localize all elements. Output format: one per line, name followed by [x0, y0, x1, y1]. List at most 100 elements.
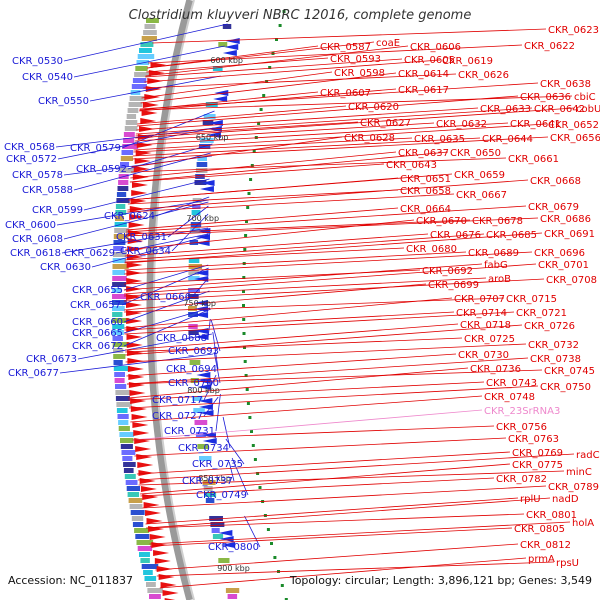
gene-block [149, 594, 161, 599]
right-gene-label: aroB [488, 274, 511, 285]
gene-block [112, 342, 129, 347]
right-gene-label: CKR_0696 [534, 248, 585, 259]
right-gene-label: CKR_0686 [540, 214, 591, 225]
forward-gene-arrow [128, 222, 145, 228]
gene-block [188, 276, 200, 281]
left-leader-line [55, 127, 215, 148]
right-gene-label: radC [576, 450, 600, 461]
reverse-gene-arrow [219, 536, 234, 542]
right-gene-label: CKR_0650 [450, 148, 501, 159]
kbp-label: 850 kbp [198, 474, 231, 483]
right-leader-line [127, 179, 529, 211]
map-title: Clostridium kluyveri NBRC 12016, complet… [128, 8, 472, 23]
left-gene-label: CKR_0655 [72, 285, 123, 296]
right-gene-label: CKR_0664 [400, 204, 451, 215]
right-leader-line [130, 151, 397, 179]
gene-block [189, 360, 201, 365]
right-leader-line [128, 367, 469, 399]
gene-block [119, 168, 137, 173]
gene-block [127, 492, 140, 497]
left-gene-label: CKR_0737 [182, 476, 233, 487]
forward-gene-arrow [135, 446, 152, 452]
right-gene-label: CKR_0730 [458, 350, 509, 361]
right-gene-label: CKR_0606 [410, 42, 461, 53]
reverse-gene-arrow [198, 398, 213, 404]
gene-block [210, 522, 225, 527]
left-gene-label: CKR_0579 [70, 143, 121, 154]
gene-block [112, 300, 127, 305]
gene-block [118, 180, 129, 185]
right-leader-line [125, 217, 539, 237]
forward-gene-arrow [127, 238, 144, 244]
right-gene-label: CKR_0642 [534, 104, 585, 115]
gene-block [115, 204, 126, 209]
gene-block [139, 48, 152, 53]
right-leader-line [123, 278, 545, 302]
gene-block [143, 570, 153, 575]
right-gene-label: CKR_0656 [550, 133, 600, 144]
tick-dot [266, 528, 270, 531]
right-gene-label: CKR_0658 [400, 186, 451, 197]
right-leader-line [136, 107, 479, 131]
right-leader-line [124, 311, 515, 335]
tick-dot [258, 486, 262, 489]
reverse-gene-arrow [224, 44, 239, 50]
gene-block [194, 420, 208, 425]
forward-gene-arrow [153, 550, 170, 556]
left-gene-labels: CKR_0530 CKR_0540 CKR_0550 CKR_0568 CKR_0579… [4, 56, 259, 553]
gene-block [112, 282, 127, 287]
left-gene-label: CKR_0629 [64, 248, 115, 259]
right-gene-label: CKR_0691 [544, 229, 595, 240]
left-leader-line [121, 267, 209, 306]
forward-gene-arrow [129, 390, 146, 396]
right-gene-label: rplU [520, 494, 541, 505]
left-leader-line [83, 178, 210, 211]
right-leader-line [128, 173, 453, 201]
right-leader-line [139, 95, 573, 111]
right-leader-line [135, 107, 533, 135]
gene-block [118, 426, 130, 431]
gene-block [209, 516, 223, 521]
tick-dot [248, 416, 252, 419]
gene-block [123, 138, 135, 143]
right-gene-label: rpsU [556, 558, 579, 569]
right-leader-line [134, 437, 507, 457]
reverse-gene-arrow [214, 90, 229, 96]
right-leader-line [138, 470, 565, 486]
left-leader-line [89, 75, 221, 102]
tick-dot [284, 598, 288, 600]
right-gene-label: cbiC [574, 92, 596, 103]
left-gene-label: CKR_0550 [38, 96, 89, 107]
right-gene-label: CKR_0643 [386, 160, 437, 171]
gene-block [188, 312, 198, 317]
right-leader-line [133, 137, 413, 153]
right-leader-line [136, 451, 511, 475]
left-gene-label: CKR_0608 [12, 234, 63, 245]
left-gene-label: CKR_0717 [152, 395, 203, 406]
gene-block [123, 468, 134, 473]
right-gene-label: CKR_0680 [406, 244, 457, 255]
right-gene-label: CKR_0805 [514, 524, 565, 535]
topology-text: Topology: circular; Length: 3,896,121 bp… [289, 574, 592, 587]
right-leader-line [135, 107, 575, 139]
right-leader-line [129, 151, 449, 183]
right-leader-line [152, 28, 547, 44]
left-leader-line [215, 393, 221, 432]
forward-gene-arrow [149, 534, 166, 540]
gene-block [116, 192, 127, 197]
kbp-label: 900 kbp [217, 564, 250, 573]
right-leader-line [146, 57, 329, 73]
forward-gene-arrow [160, 582, 177, 588]
forward-gene-arrow [138, 470, 155, 476]
left-gene-label: CKR_0631 [116, 232, 167, 243]
forward-gene-arrow [133, 166, 150, 172]
right-gene-label: CKR_0685 [486, 230, 537, 241]
right-gene-labels: CKR_0623 CKR_0622 CKR_0587 coaE CKR_0606 CKR_… [320, 25, 600, 569]
gene-block [117, 414, 129, 419]
right-gene-label: CKR_0659 [454, 170, 505, 181]
forward-gene-arrow [126, 302, 143, 308]
gene-block [113, 366, 131, 371]
right-leader-line [124, 232, 543, 264]
